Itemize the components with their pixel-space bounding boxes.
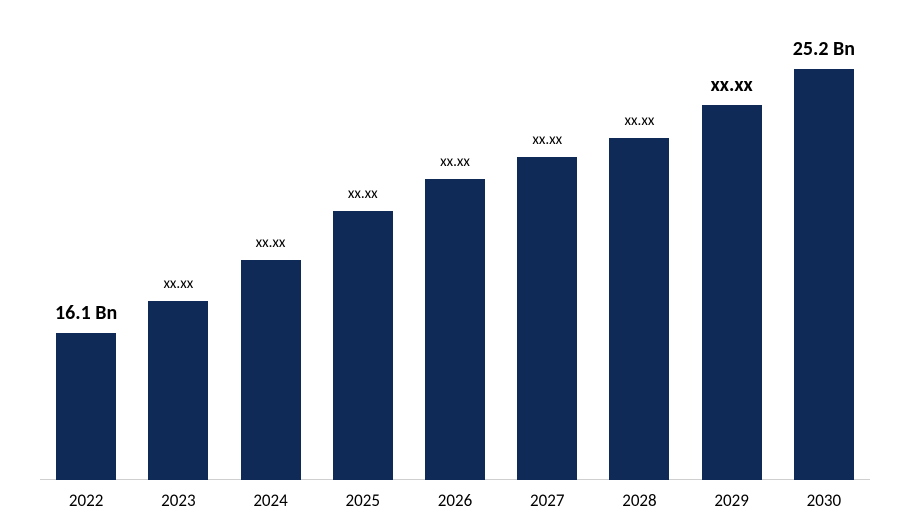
bar: xx.xx (425, 179, 485, 480)
bar-value-label: 25.2 Bn (764, 37, 884, 61)
bar: 25.2 Bn (794, 69, 854, 480)
bar: 16.1 Bn (56, 333, 116, 480)
bar-value-label: xx.xx (672, 73, 792, 97)
bar: xx.xx (609, 138, 669, 480)
x-axis-label: 2027 (501, 490, 593, 511)
x-axis-label: 2024 (224, 490, 316, 511)
bar-value-label: xx.xx (211, 234, 331, 252)
x-axis-label: 2025 (317, 490, 409, 511)
market-growth-bar-chart: 16.1 Bn 2022 xx.xx 2023 xx.xx 2024 xx.xx 2025 xx… (0, 0, 900, 525)
bar-value-label: xx.xx (487, 131, 607, 149)
x-axis-label: 2022 (40, 490, 132, 511)
bar: xx.xx (517, 157, 577, 480)
plot-area: 16.1 Bn2022xx.xx2023xx.xx2024xx.xx2025xx… (40, 40, 870, 480)
bar-value-label: xx.xx (118, 275, 238, 293)
x-axis-label: 2026 (409, 490, 501, 511)
x-axis-label: 2028 (593, 490, 685, 511)
x-axis-label: 2030 (778, 490, 870, 511)
x-axis-label: 2023 (132, 490, 224, 511)
x-axis-label: 2029 (686, 490, 778, 511)
bar-value-label: xx.xx (395, 153, 515, 171)
bar-value-label: xx.xx (303, 185, 423, 203)
bar: xx.xx (241, 260, 301, 480)
bar-value-label: xx.xx (579, 112, 699, 130)
bar: xx.xx (702, 105, 762, 480)
bar: xx.xx (148, 301, 208, 480)
bar-value-label: 16.1 Bn (26, 301, 146, 325)
bar: xx.xx (333, 211, 393, 480)
